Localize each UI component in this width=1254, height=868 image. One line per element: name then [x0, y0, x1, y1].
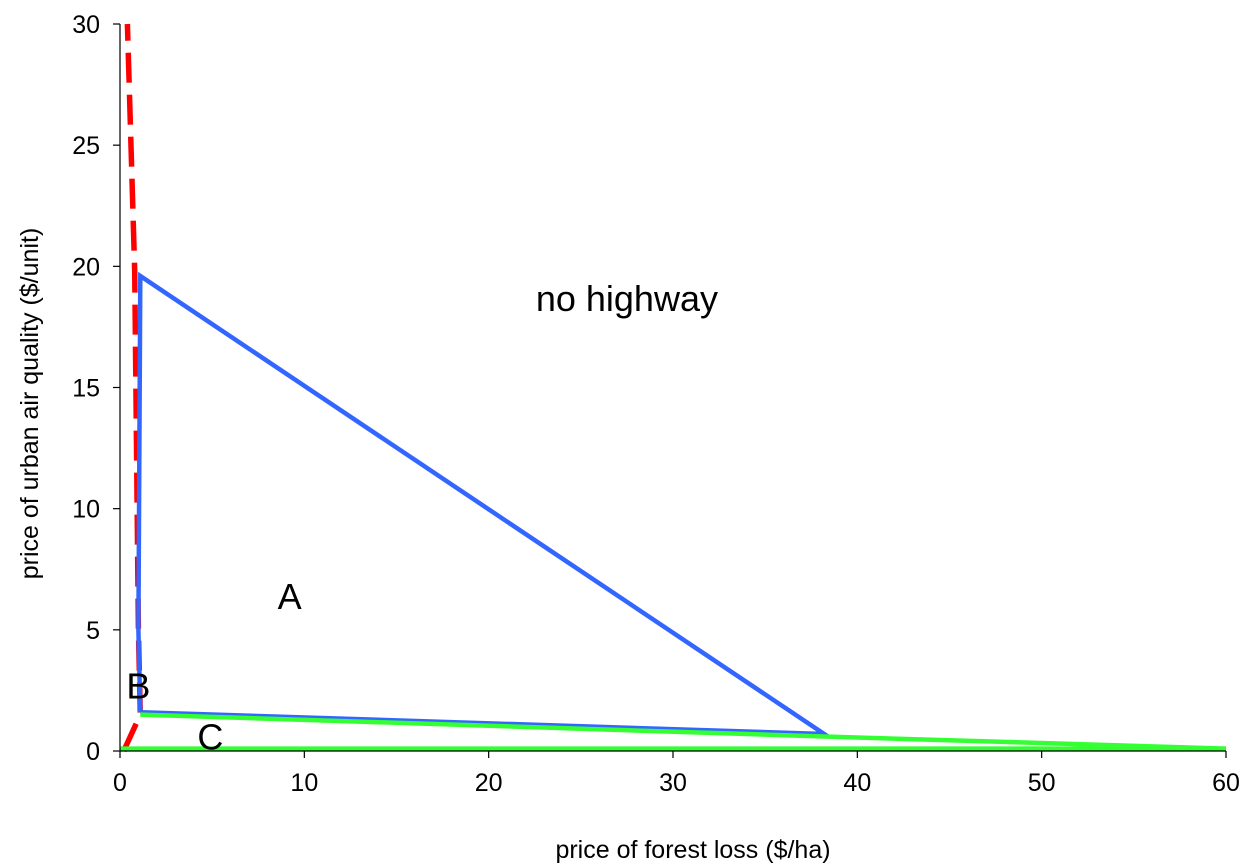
x-tick-label: 10: [290, 769, 318, 797]
y-tick-label: 30: [72, 11, 100, 39]
x-tick-label: 50: [1028, 769, 1056, 797]
y-tick-label: 25: [72, 132, 100, 160]
x-tick-label: 0: [113, 769, 127, 797]
series-line-1: [121, 23, 144, 753]
y-axis-title: price of urban air quality ($/unit): [16, 228, 44, 580]
annotations: no highway A B C: [126, 278, 718, 758]
x-tick-label: 40: [843, 769, 871, 797]
y-tick-label: 10: [72, 496, 100, 524]
x-tick-label: 30: [659, 769, 687, 797]
series-layer: [120, 23, 1227, 753]
series-line-2: [136, 271, 832, 737]
y-tick-label: 15: [72, 375, 100, 403]
annotation-label: C: [197, 716, 223, 757]
y-tick-label: 0: [86, 738, 100, 766]
series-line-3: [120, 712, 1227, 751]
y-tick-label: 20: [72, 253, 100, 281]
x-axis-title: price of forest loss ($/ha): [555, 836, 830, 864]
x-ticks: 0 10 20 30 40 50 60: [113, 751, 1240, 797]
annotation-label: A: [278, 576, 302, 617]
y-ticks: 0 5 10 15 20 25 30: [72, 11, 120, 766]
annotation-label: no highway: [536, 278, 718, 319]
x-tick-label: 60: [1212, 769, 1240, 797]
x-tick-label: 20: [475, 769, 503, 797]
annotation-label: B: [126, 666, 150, 707]
y-tick-label: 5: [86, 617, 100, 645]
axes-layer: [119, 24, 1226, 752]
